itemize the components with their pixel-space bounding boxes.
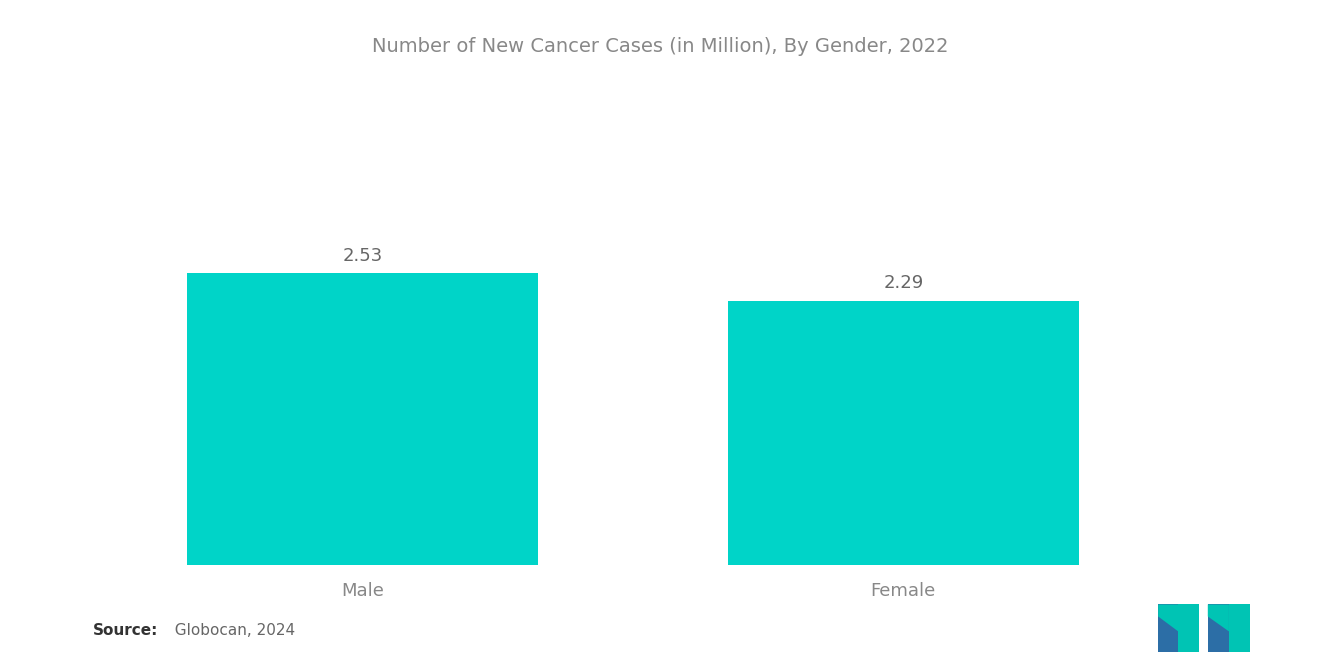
Bar: [187, 273, 539, 565]
Text: Globocan, 2024: Globocan, 2024: [165, 623, 296, 638]
Bar: [727, 301, 1078, 565]
Text: 2.53: 2.53: [343, 247, 383, 265]
Polygon shape: [1179, 604, 1200, 652]
Polygon shape: [1158, 604, 1179, 652]
Polygon shape: [1229, 604, 1250, 652]
Polygon shape: [1208, 604, 1229, 652]
Title: Number of New Cancer Cases (in Million), By Gender, 2022: Number of New Cancer Cases (in Million),…: [372, 37, 948, 56]
Text: Source:: Source:: [92, 623, 158, 638]
Polygon shape: [1158, 604, 1179, 632]
Polygon shape: [1208, 604, 1229, 632]
Text: 2.29: 2.29: [883, 275, 924, 293]
